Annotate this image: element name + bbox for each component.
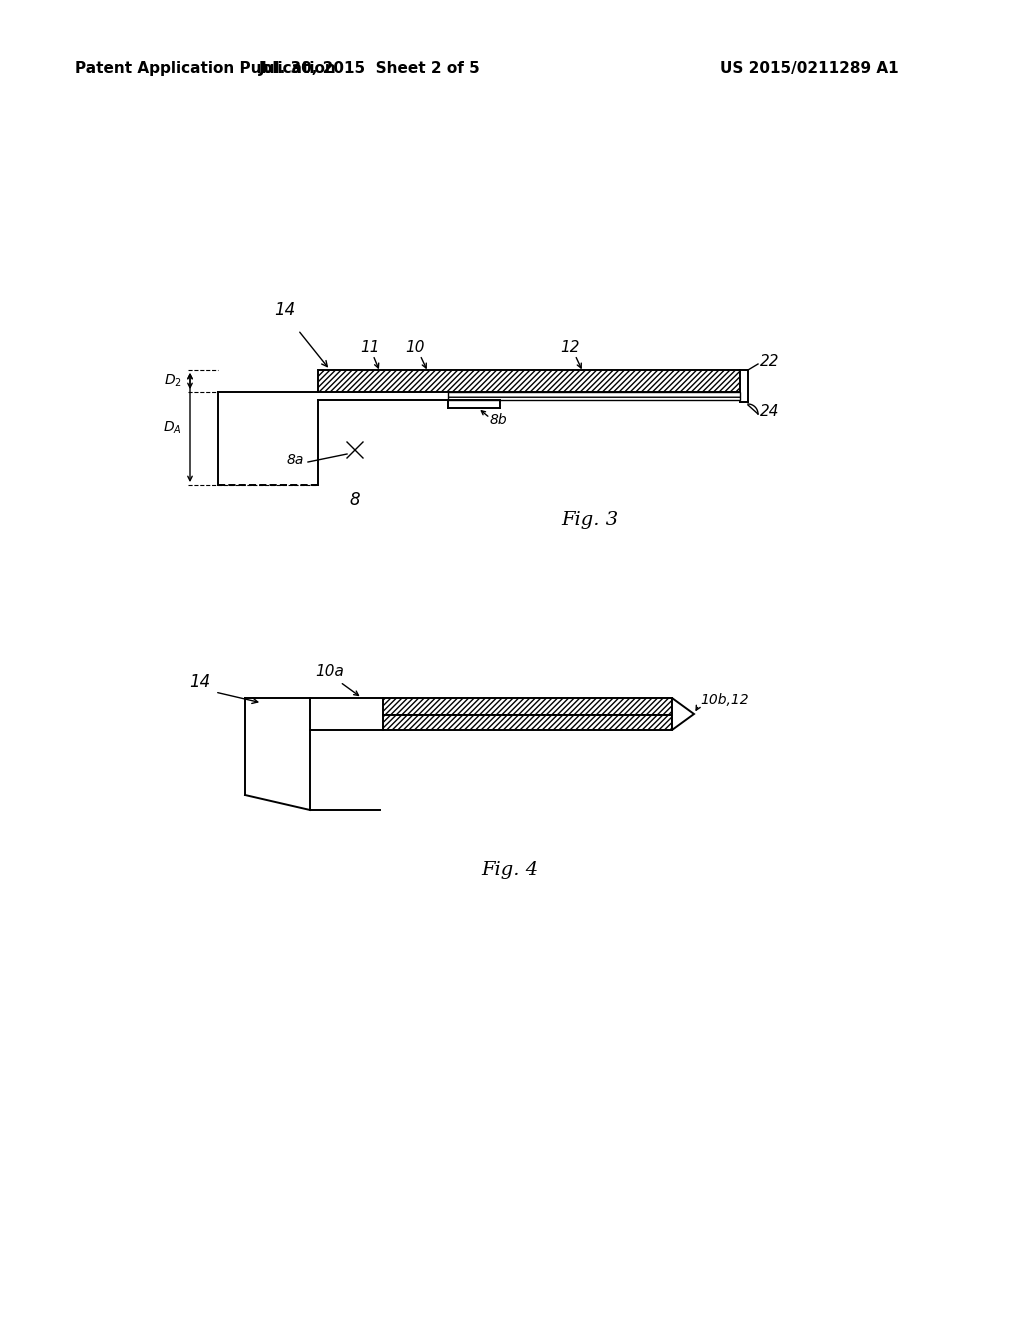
Text: 8b: 8b (490, 413, 508, 426)
Text: 10b,12: 10b,12 (700, 693, 749, 708)
Text: 8: 8 (349, 491, 360, 510)
Text: 24: 24 (760, 404, 779, 420)
Text: 10: 10 (406, 341, 425, 355)
Text: Fig. 3: Fig. 3 (561, 511, 618, 529)
Polygon shape (449, 392, 740, 400)
Text: 8a: 8a (287, 453, 304, 467)
Text: 22: 22 (760, 355, 779, 370)
Text: 14: 14 (189, 673, 211, 690)
Polygon shape (318, 370, 740, 392)
Text: 14: 14 (274, 301, 296, 319)
Text: $D_2$: $D_2$ (164, 372, 182, 389)
Text: 11: 11 (360, 341, 380, 355)
Text: Jul. 30, 2015  Sheet 2 of 5: Jul. 30, 2015 Sheet 2 of 5 (259, 61, 481, 75)
Text: Patent Application Publication: Patent Application Publication (75, 61, 336, 75)
Text: 10a: 10a (315, 664, 344, 680)
Text: 12: 12 (560, 341, 580, 355)
Polygon shape (383, 715, 672, 730)
Text: Fig. 4: Fig. 4 (481, 861, 539, 879)
Polygon shape (672, 698, 694, 730)
Polygon shape (383, 698, 672, 715)
Text: US 2015/0211289 A1: US 2015/0211289 A1 (720, 61, 899, 75)
Text: $D_A$: $D_A$ (163, 420, 182, 436)
